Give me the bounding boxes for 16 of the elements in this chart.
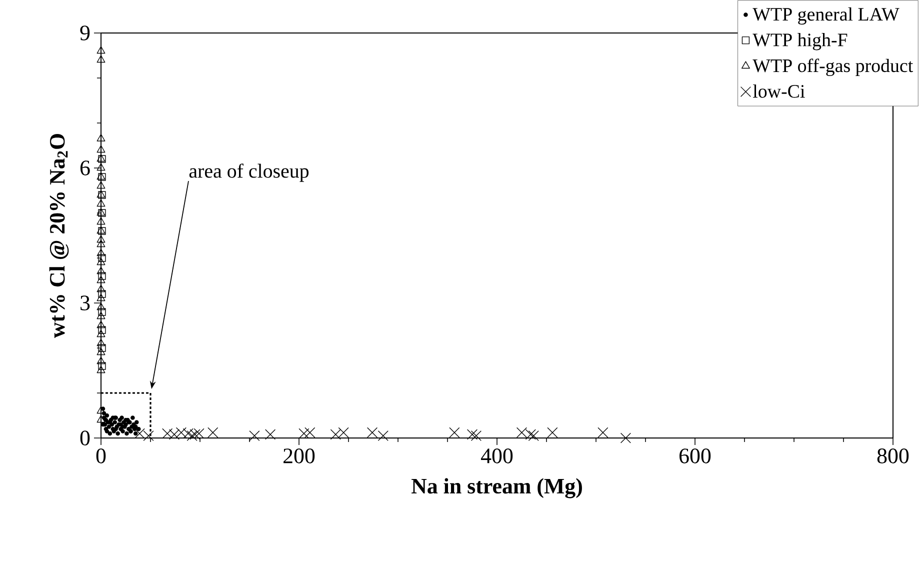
- y-tick-label: 6: [80, 160, 90, 176]
- y-tick-label: 0: [80, 430, 90, 446]
- legend-label: WTP off-gas product: [752, 58, 914, 76]
- y-tick-label: 3: [80, 296, 90, 310]
- x-tick-label: 600: [679, 448, 711, 464]
- y-axis-title: wt% Cl @ 20% Na$_{2}$O: [49, 134, 69, 338]
- legend-label: WTP high-F: [752, 33, 848, 50]
- x-tick-label: 200: [284, 448, 315, 464]
- legend-label: low-Ci: [753, 84, 805, 98]
- annotation: area of closeup: [189, 164, 309, 182]
- x-tick-label: 800: [877, 448, 909, 464]
- x-tick-label: 400: [480, 448, 513, 464]
- y-tick-label: 9: [80, 26, 90, 40]
- legend-label: WTP general LAW: [752, 7, 900, 25]
- x-tick-label: 0: [96, 448, 106, 464]
- x-axis-title: Na in stream (Mg): [411, 478, 582, 498]
